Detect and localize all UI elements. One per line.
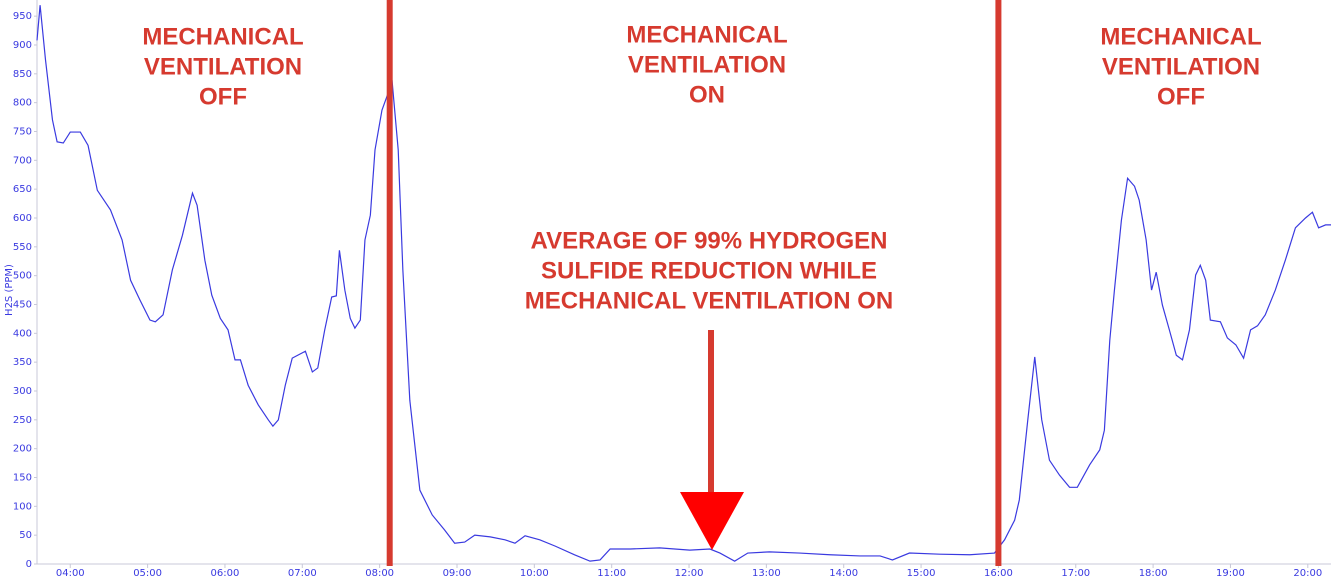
y-tick-label: 450: [13, 299, 32, 310]
y-tick-label: 100: [13, 501, 32, 512]
annotation: MECHANICAL: [1100, 23, 1261, 50]
arrow-shaft: [708, 330, 714, 495]
annotation: MECHANICAL VENTILATION ON: [525, 287, 893, 314]
x-tick-label: 10:00: [520, 568, 549, 579]
y-tick-label: 500: [13, 271, 32, 282]
annotation: VENTILATION: [1102, 53, 1260, 80]
x-tick-label: 05:00: [133, 568, 162, 579]
annotation: VENTILATION: [628, 51, 786, 78]
x-tick-label: 20:00: [1293, 568, 1322, 579]
y-tick-label: 50: [19, 530, 32, 541]
y-tick-label: 750: [13, 126, 32, 137]
annotation: OFF: [1157, 83, 1205, 110]
annotation: AVERAGE OF 99% HYDROGEN: [531, 227, 888, 254]
y-tick-label: 600: [13, 213, 32, 224]
x-tick-label: 08:00: [365, 568, 394, 579]
annotation: VENTILATION: [144, 53, 302, 80]
annotation: MECHANICAL: [142, 23, 303, 50]
annotation: SULFIDE REDUCTION WHILE: [541, 257, 877, 284]
y-tick-label: 900: [13, 40, 32, 51]
y-axis-label: H2S (PPM): [4, 264, 15, 316]
annotation: ON: [689, 81, 725, 108]
x-tick-label: 13:00: [752, 568, 781, 579]
y-tick-label: 650: [13, 184, 32, 195]
y-tick-label: 950: [13, 11, 32, 22]
y-tick-label: 250: [13, 415, 32, 426]
x-tick-label: 14:00: [829, 568, 858, 579]
x-tick-label: 15:00: [907, 568, 936, 579]
y-tick-label: 300: [13, 386, 32, 397]
x-tick-label: 18:00: [1139, 568, 1168, 579]
x-tick-label: 06:00: [211, 568, 240, 579]
x-tick-label: 04:00: [56, 568, 85, 579]
y-tick-label: 550: [13, 242, 32, 253]
x-tick-label: 12:00: [675, 568, 704, 579]
x-tick-label: 19:00: [1216, 568, 1245, 579]
y-tick-label: 850: [13, 69, 32, 80]
arrow-head: [680, 492, 744, 550]
arrow: [680, 330, 744, 550]
y-tick-label: 700: [13, 155, 32, 166]
x-tick-label: 16:00: [984, 568, 1013, 579]
y-tick-label: 350: [13, 357, 32, 368]
x-tick-label: 09:00: [443, 568, 472, 579]
y-tick-label: 150: [13, 472, 32, 483]
y-tick-label: 400: [13, 328, 32, 339]
x-tick-label: 07:00: [288, 568, 317, 579]
y-tick-label: 800: [13, 98, 32, 109]
y-tick-label: 0: [26, 559, 32, 570]
y-tick-label: 200: [13, 444, 32, 455]
x-tick-label: 11:00: [597, 568, 626, 579]
annotation: MECHANICAL: [626, 21, 787, 48]
annotation: OFF: [199, 83, 247, 110]
data-line: [36, 5, 1331, 562]
x-tick-label: 17:00: [1061, 568, 1090, 579]
